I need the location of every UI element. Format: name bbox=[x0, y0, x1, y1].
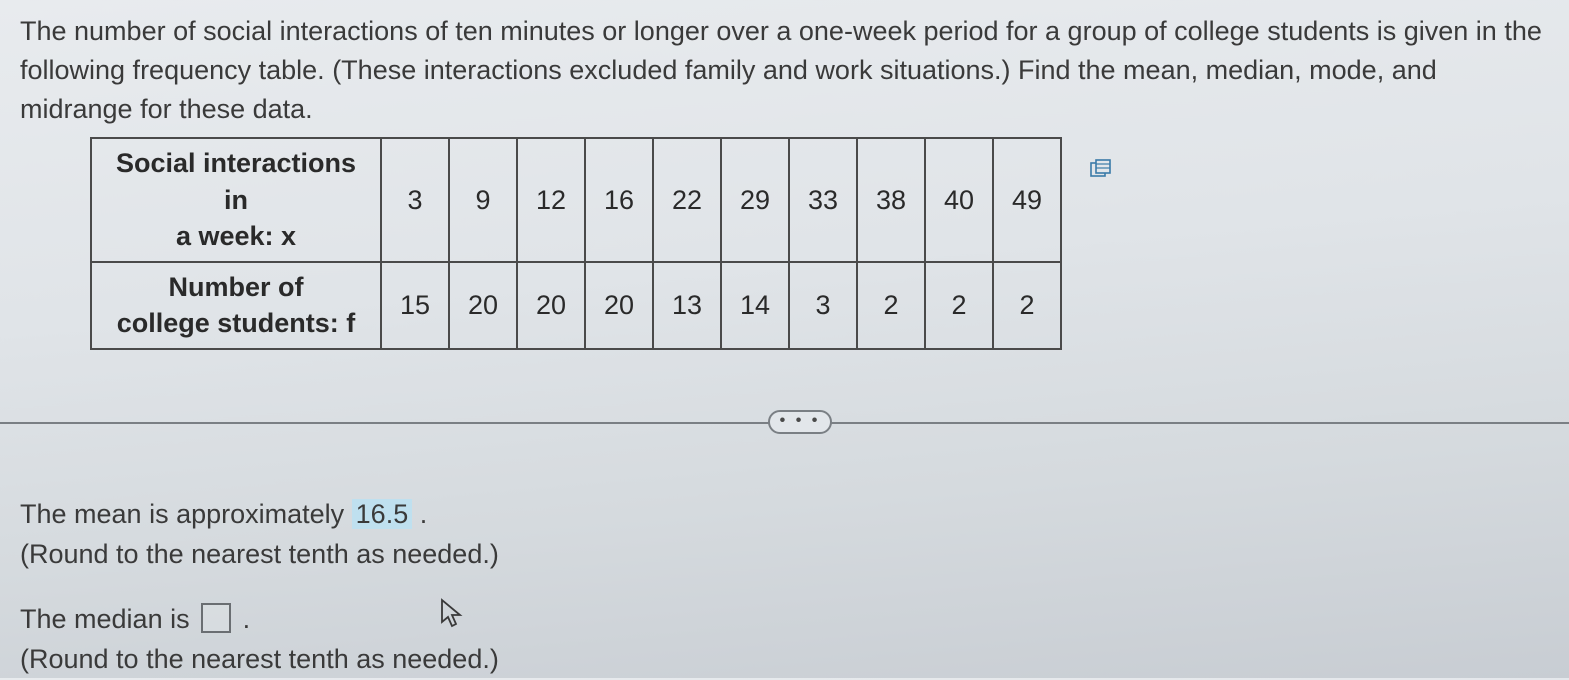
f-cell: 20 bbox=[585, 262, 653, 349]
x-cell: 33 bbox=[789, 138, 857, 261]
mouse-cursor-icon bbox=[438, 598, 466, 630]
median-input[interactable] bbox=[201, 603, 231, 633]
x-cell: 9 bbox=[449, 138, 517, 261]
f-cell: 14 bbox=[721, 262, 789, 349]
median-hint: (Round to the nearest tenth as needed.) bbox=[20, 639, 1549, 680]
mean-hint: (Round to the nearest tenth as needed.) bbox=[20, 534, 1549, 575]
f-cell: 2 bbox=[857, 262, 925, 349]
frequency-table-container: Social interactions in a week: x 3 9 12 … bbox=[90, 137, 1549, 349]
x-cell: 3 bbox=[381, 138, 449, 261]
frequency-table: Social interactions in a week: x 3 9 12 … bbox=[90, 137, 1062, 349]
row-header-x-line2: a week: x bbox=[176, 221, 296, 251]
median-suffix: . bbox=[235, 604, 250, 634]
mean-answer-line: The mean is approximately 16.5 . bbox=[20, 494, 1549, 535]
x-cell: 49 bbox=[993, 138, 1061, 261]
row-header-f-line1: Number of bbox=[169, 272, 304, 302]
f-cell: 2 bbox=[925, 262, 993, 349]
row-header-x-line1: Social interactions in bbox=[116, 148, 356, 214]
mean-prefix: The mean is approximately bbox=[20, 499, 352, 529]
row-header-f: Number of college students: f bbox=[91, 262, 381, 349]
copy-table-icon[interactable] bbox=[1090, 159, 1112, 177]
f-cell: 15 bbox=[381, 262, 449, 349]
row-header-f-line2: college students: f bbox=[117, 308, 356, 338]
f-cell: 3 bbox=[789, 262, 857, 349]
row-header-x: Social interactions in a week: x bbox=[91, 138, 381, 261]
x-cell: 38 bbox=[857, 138, 925, 261]
x-cell: 40 bbox=[925, 138, 993, 261]
section-divider: • • • bbox=[20, 408, 1549, 438]
x-cell: 16 bbox=[585, 138, 653, 261]
median-answer-line: The median is . bbox=[20, 599, 1549, 640]
question-text: The number of social interactions of ten… bbox=[20, 12, 1549, 129]
table-row: Number of college students: f 15 20 20 2… bbox=[91, 262, 1061, 349]
mean-value[interactable]: 16.5 bbox=[352, 499, 413, 529]
f-cell: 20 bbox=[449, 262, 517, 349]
f-cell: 20 bbox=[517, 262, 585, 349]
mean-suffix: . bbox=[412, 499, 427, 529]
expand-dots-button[interactable]: • • • bbox=[768, 410, 832, 434]
f-cell: 2 bbox=[993, 262, 1061, 349]
x-cell: 29 bbox=[721, 138, 789, 261]
x-cell: 12 bbox=[517, 138, 585, 261]
x-cell: 22 bbox=[653, 138, 721, 261]
f-cell: 13 bbox=[653, 262, 721, 349]
median-prefix: The median is bbox=[20, 604, 197, 634]
answers-section: The mean is approximately 16.5 . (Round … bbox=[20, 494, 1549, 680]
table-row: Social interactions in a week: x 3 9 12 … bbox=[91, 138, 1061, 261]
